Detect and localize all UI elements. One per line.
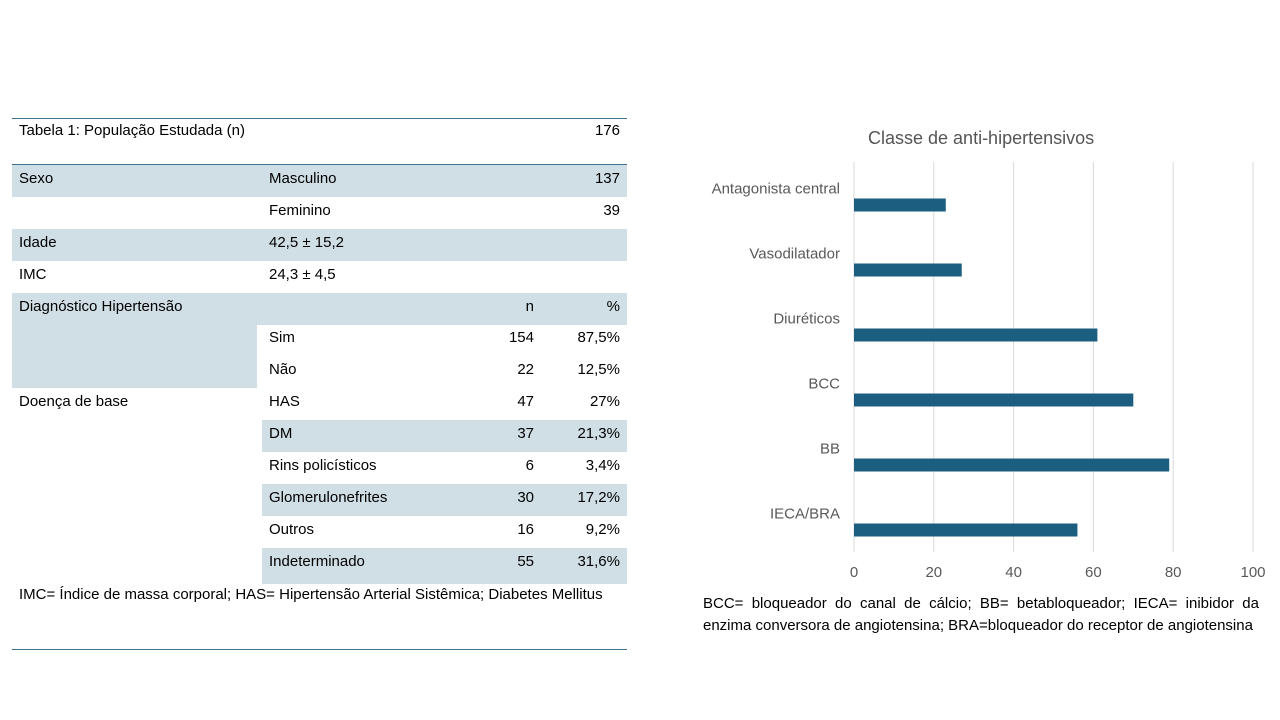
chart-plot: 0 20 40 60 80 100 Antagonista central Vasodilat… [712,162,1266,581]
row-shade-values [262,484,627,516]
table-cell-c4: 39 [603,202,620,219]
bar [854,328,1098,342]
table-cell-c3: n [525,298,534,315]
category-label: Antagonista central [712,181,840,198]
row-shade-values [262,420,627,452]
chart-title: Classe de anti-hipertensivos [868,128,1095,148]
chart-abbreviations-note: BCC= bloqueador do canal de cálcio; BB= … [703,595,1259,634]
row-shade-label [12,165,257,197]
x-tick-label: 40 [1005,564,1022,581]
table-cell-c2: Feminino [269,202,331,219]
x-tick-label: 0 [850,564,858,581]
row-shade-label [12,229,257,261]
table-cell-c1: Doença de base [19,393,129,410]
table-cell-c2: Glomerulonefrites [269,489,388,506]
table-cell-c4: 21,3% [577,425,620,442]
row-shade-values [257,293,627,325]
table-cell-c2: Rins policísticos [269,457,377,474]
table-cell-c1: Sexo [19,170,54,187]
table-cell-c2: Sim [269,329,295,346]
table-cell-c2: DM [269,425,293,442]
table-cell-c4: 87,5% [577,329,620,346]
row-shade-label [12,356,257,388]
table-cell-c2: 42,5 ± 15,2 [269,234,344,251]
table-cell-c2: 24,3 ± 4,5 [269,266,336,283]
table-cell-c1: Diagnóstico Hipertensão [19,298,183,315]
row-shade-values [257,229,627,261]
table-bottom-rule [12,649,627,650]
table-title: Tabela 1: População Estudada (n) [19,122,245,139]
table-top-rule [12,118,627,119]
table-cell-c1: IMC [19,266,47,283]
x-tick-label: 60 [1085,564,1102,581]
table-cell-c2: Não [269,361,297,378]
table-header-rule [12,164,627,165]
table-cell-c2: Indeterminado [269,553,365,570]
x-tick-label: 100 [1240,564,1265,581]
table-cell-c2: Masculino [269,170,337,187]
table-cell-c3: 30 [517,489,534,506]
bar [854,263,962,277]
table-cell-c4: 137 [594,170,620,187]
table-cell-c3: 6 [525,457,534,474]
table-cell-c1: Idade [19,234,57,251]
category-label: Vasodilatador [749,246,840,263]
table-cell-c3: 55 [517,553,534,570]
table-footnote: IMC= Índice de massa corporal; HAS= Hipe… [19,586,603,603]
table-cell-c3: 16 [517,521,534,538]
table-cell-c4: 12,5% [577,361,620,378]
category-label: IECA/BRA [770,506,840,523]
bar [854,523,1078,537]
row-shade-label [12,324,257,356]
category-label: BB [820,441,840,458]
table-cell-c4: 3,4% [585,457,620,474]
category-label: Diuréticos [773,311,840,328]
category-label: BCC [808,376,840,393]
bar [854,198,946,212]
row-shade-values [262,548,627,584]
row-shade-values [257,165,627,197]
x-tick-label: 80 [1165,564,1182,581]
bar-chart: Classe de anti-hipertensivos 0 20 40 60 80 10… [690,120,1270,590]
table-total: 176 [594,122,620,139]
bar [854,458,1170,472]
row-shade-label [12,293,257,325]
table-cell-c4: 27% [589,393,620,410]
table-cell-c3: 154 [508,329,534,346]
table-cell-c4: 9,2% [585,521,620,538]
table-cell-c3: 37 [517,425,534,442]
bar [854,393,1134,407]
table-cell-c3: 22 [517,361,534,378]
table-cell-c4: 17,2% [577,489,620,506]
table-cell-c2: Outros [269,521,315,538]
table-cell-c4: % [606,298,620,315]
table-cell-c4: 31,6% [577,553,620,570]
x-tick-label: 20 [925,564,942,581]
table-cell-c2: HAS [269,393,300,410]
table-cell-c3: 47 [517,393,534,410]
